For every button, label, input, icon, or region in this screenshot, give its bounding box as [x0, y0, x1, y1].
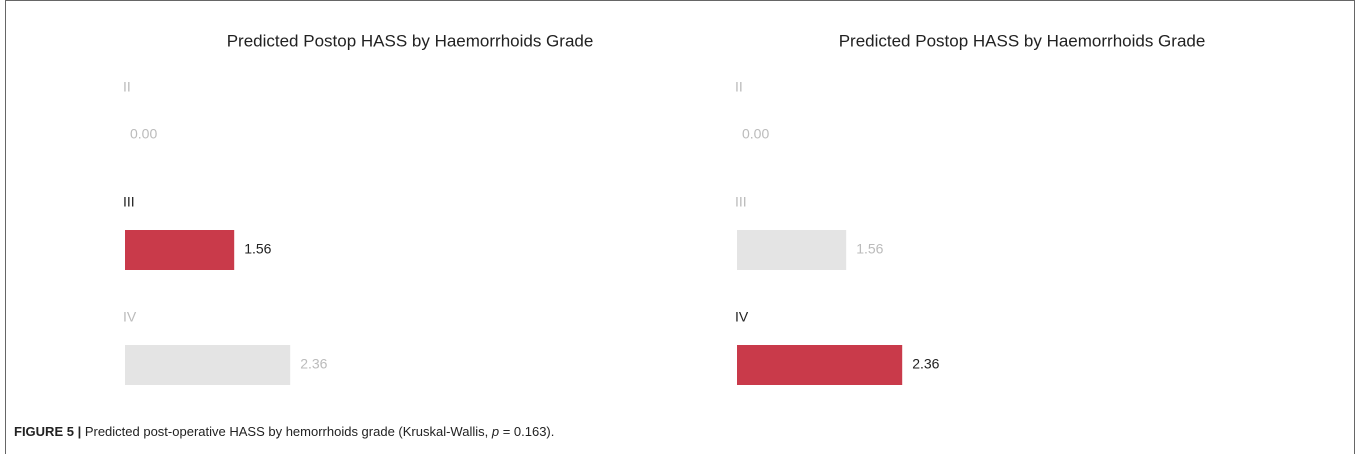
bar: [737, 230, 847, 270]
caption-rest: = 0.163).: [499, 424, 555, 439]
bar: [125, 345, 291, 385]
caption-text: Predicted post-operative HASS by hemorrh…: [81, 424, 492, 439]
category-label: IV: [735, 309, 749, 325]
caption: FIGURE 5 | Predicted post-operative HASS…: [14, 424, 554, 439]
frame: [5, 0, 1355, 454]
caption-italic: p: [491, 424, 500, 439]
value-label: 1.56: [856, 241, 883, 257]
value-label: 1.56: [244, 241, 271, 257]
chart-title: Predicted Postop HASS by Haemorrhoids Gr…: [227, 31, 594, 50]
bar: [125, 230, 235, 270]
bar: [737, 345, 903, 385]
value-label: 2.36: [300, 356, 327, 372]
value-label: 0.00: [130, 126, 157, 142]
category-label: III: [735, 194, 747, 210]
category-label: II: [123, 79, 131, 95]
value-label: 0.00: [742, 126, 769, 142]
chart-title: Predicted Postop HASS by Haemorrhoids Gr…: [839, 31, 1206, 50]
caption-label: FIGURE 5 |: [14, 424, 82, 439]
value-label: 2.36: [912, 356, 939, 372]
category-label: III: [123, 194, 135, 210]
category-label: II: [735, 79, 743, 95]
category-label: IV: [123, 309, 137, 325]
